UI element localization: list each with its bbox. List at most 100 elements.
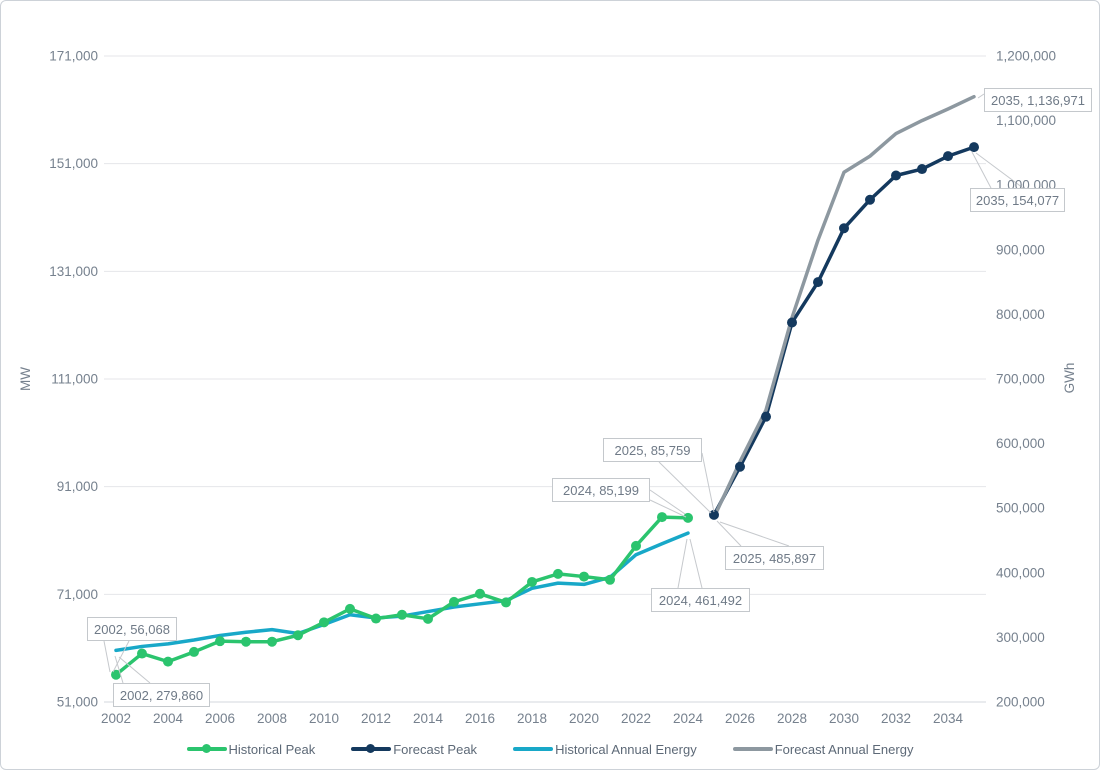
data-label-leader bbox=[689, 538, 703, 589]
series-marker-historical-peak[interactable] bbox=[605, 574, 615, 585]
right-axis-tick-label: 600,000 bbox=[996, 436, 1045, 451]
legend-swatch bbox=[513, 743, 554, 755]
series-marker-forecast-peak[interactable] bbox=[943, 151, 953, 162]
legend-label: Historical Annual Energy bbox=[555, 741, 697, 757]
x-axis-tick-label: 2016 bbox=[465, 711, 495, 726]
series-marker-historical-peak[interactable] bbox=[475, 588, 485, 599]
series-marker-historical-peak[interactable] bbox=[397, 609, 407, 620]
series-marker-forecast-peak[interactable] bbox=[891, 170, 901, 181]
series-marker-forecast-peak[interactable] bbox=[865, 194, 875, 205]
series-marker-forecast-peak[interactable] bbox=[969, 142, 979, 153]
series-marker-historical-peak[interactable] bbox=[137, 648, 147, 659]
series-line-historical-annual-energy[interactable] bbox=[114, 531, 690, 653]
data-label[interactable]: 2035, 154,077 bbox=[970, 188, 1065, 212]
data-label-leader bbox=[103, 640, 111, 673]
right-axis-tick-label: 200,000 bbox=[996, 695, 1045, 710]
x-axis-tick-label: 2010 bbox=[309, 711, 339, 726]
series-line-historical-peak[interactable] bbox=[114, 515, 690, 677]
series-marker-forecast-peak[interactable] bbox=[917, 164, 927, 175]
series-marker-historical-peak[interactable] bbox=[163, 656, 173, 667]
series-marker-historical-peak[interactable] bbox=[423, 613, 433, 624]
x-axis-tick-label: 2032 bbox=[881, 711, 911, 726]
left-axis-tick-label: 171,000 bbox=[49, 49, 98, 64]
series-marker-forecast-peak[interactable] bbox=[787, 317, 797, 328]
series-marker-forecast-peak[interactable] bbox=[709, 509, 719, 520]
legend-item-historical-annual-energy[interactable]: Historical Annual Energy bbox=[513, 742, 697, 757]
series-marker-historical-peak[interactable] bbox=[579, 571, 589, 582]
x-axis-tick-label: 2022 bbox=[621, 711, 651, 726]
series-marker-historical-peak[interactable] bbox=[501, 597, 511, 608]
series-marker-historical-peak[interactable] bbox=[319, 617, 329, 628]
legend-item-forecast-annual-energy[interactable]: Forecast Annual Energy bbox=[732, 741, 914, 757]
series-line-forecast-peak[interactable] bbox=[712, 145, 976, 517]
x-axis-tick-label: 2028 bbox=[777, 711, 807, 726]
x-axis-tick-label: 2020 bbox=[569, 711, 599, 726]
series-marker-historical-peak[interactable] bbox=[189, 646, 199, 657]
series-marker-historical-peak[interactable] bbox=[657, 512, 667, 523]
series-marker-forecast-peak[interactable] bbox=[839, 223, 849, 234]
left-axis-tick-label: 71,000 bbox=[57, 587, 98, 602]
legend-label: Forecast Annual Energy bbox=[774, 741, 914, 757]
right-axis-tick-label: 400,000 bbox=[996, 565, 1045, 580]
legend-label: Historical Peak bbox=[228, 741, 316, 757]
series-marker-historical-peak[interactable] bbox=[293, 630, 303, 641]
data-label-leader bbox=[118, 656, 151, 684]
series-marker-historical-peak[interactable] bbox=[683, 512, 693, 523]
data-label-leader bbox=[677, 538, 688, 589]
series-marker-forecast-peak[interactable] bbox=[761, 411, 771, 422]
series-marker-historical-peak[interactable] bbox=[449, 596, 459, 607]
legend-item-historical-peak[interactable]: Historical Peak bbox=[186, 741, 316, 757]
left-axis-tick-label: 51,000 bbox=[57, 695, 98, 710]
data-label-leader bbox=[658, 461, 712, 514]
data-label-leader bbox=[719, 521, 790, 547]
legend-dot-icon bbox=[201, 744, 211, 753]
x-axis-tick-label: 2004 bbox=[153, 711, 184, 726]
left-axis-tick-label: 131,000 bbox=[49, 264, 98, 279]
x-axis-tick-label: 2006 bbox=[205, 711, 235, 726]
legend-dot-icon bbox=[366, 744, 376, 753]
series-marker-forecast-peak[interactable] bbox=[735, 461, 745, 472]
data-label-leader bbox=[716, 520, 742, 547]
data-label[interactable]: 2002, 56,068 bbox=[87, 617, 177, 641]
data-label[interactable]: 2002, 279,860 bbox=[113, 683, 210, 707]
series-marker-historical-peak[interactable] bbox=[345, 603, 355, 614]
right-axis-tick-label: 700,000 bbox=[996, 372, 1045, 387]
data-label[interactable]: 2025, 485,897 bbox=[725, 546, 824, 570]
chart-legend: Historical Peak Forecast Peak Historical A… bbox=[1, 738, 1099, 760]
series-marker-historical-peak[interactable] bbox=[241, 636, 251, 647]
data-label-leader bbox=[977, 93, 985, 99]
right-axis-tick-label: 900,000 bbox=[996, 242, 1045, 257]
series-marker-forecast-peak[interactable] bbox=[813, 277, 823, 288]
left-axis-tick-label: 91,000 bbox=[57, 479, 98, 494]
x-axis-tick-label: 2014 bbox=[413, 711, 444, 726]
series-marker-historical-peak[interactable] bbox=[527, 576, 537, 587]
right-axis-title: GWh bbox=[1062, 362, 1077, 394]
series-marker-historical-peak[interactable] bbox=[553, 568, 563, 579]
series-marker-historical-peak[interactable] bbox=[111, 669, 121, 680]
data-label-leader bbox=[112, 640, 130, 673]
series-line-forecast-annual-energy[interactable] bbox=[712, 94, 976, 520]
legend-line-icon bbox=[732, 747, 773, 751]
left-axis-tick-label: 151,000 bbox=[49, 156, 98, 171]
legend-label: Forecast Peak bbox=[393, 741, 478, 757]
data-label-leader bbox=[649, 499, 687, 518]
series-marker-historical-peak[interactable] bbox=[215, 636, 225, 647]
x-axis-tick-label: 2002 bbox=[101, 711, 131, 726]
series-marker-historical-peak[interactable] bbox=[631, 540, 641, 551]
x-axis-tick-label: 2026 bbox=[725, 711, 755, 726]
right-axis-tick-label: 1,200,000 bbox=[996, 49, 1056, 64]
legend-swatch bbox=[186, 743, 227, 755]
right-axis-tick-label: 1,100,000 bbox=[996, 113, 1056, 128]
data-label[interactable]: 2024, 461,492 bbox=[651, 588, 750, 612]
left-axis-title: MW bbox=[18, 367, 33, 391]
data-label-leader bbox=[971, 151, 992, 189]
x-axis-tick-label: 2034 bbox=[933, 711, 964, 726]
series-marker-historical-peak[interactable] bbox=[267, 636, 277, 647]
series-marker-historical-peak[interactable] bbox=[371, 613, 381, 624]
data-label[interactable]: 2025, 85,759 bbox=[603, 438, 702, 462]
legend-item-forecast-peak[interactable]: Forecast Peak bbox=[351, 742, 477, 757]
data-label[interactable]: 2035, 1,136,971 bbox=[984, 88, 1092, 112]
data-label[interactable]: 2024, 85,199 bbox=[552, 478, 650, 502]
